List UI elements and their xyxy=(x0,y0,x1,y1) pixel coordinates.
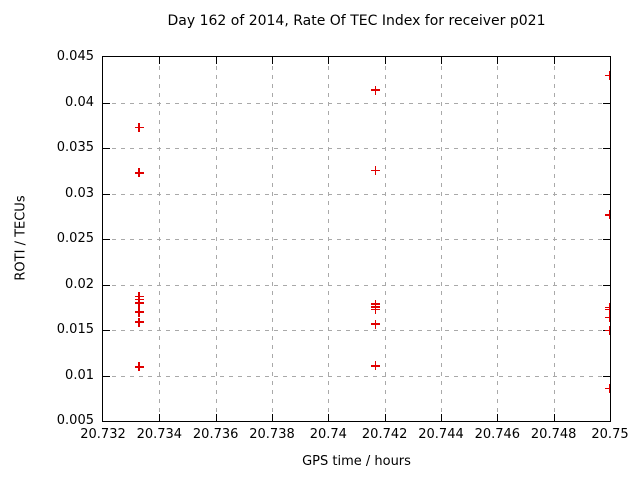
data-point-marker xyxy=(371,361,381,371)
y-tick-label: 0.03 xyxy=(65,185,94,201)
x-tick xyxy=(215,414,217,421)
chart-title: Day 162 of 2014, Rate Of TEC Index for r… xyxy=(167,13,546,29)
y-gridline xyxy=(103,193,610,195)
data-point-marker xyxy=(605,304,610,314)
x-tick xyxy=(272,414,273,421)
x-tick xyxy=(553,57,555,64)
x-tick-label: 20.748 xyxy=(530,427,577,442)
y-tick-label: 0.04 xyxy=(65,94,94,110)
x-gridline xyxy=(272,57,273,421)
x-gridline xyxy=(553,57,555,421)
x-tick xyxy=(441,414,442,421)
y-tick xyxy=(103,148,110,149)
y-tick xyxy=(103,239,110,240)
x-tick-label: 20.734 xyxy=(136,427,183,442)
y-tick xyxy=(603,148,610,149)
x-tick xyxy=(328,57,330,64)
x-gridline xyxy=(215,57,217,421)
y-gridline xyxy=(103,148,610,149)
data-point-marker xyxy=(134,298,144,308)
y-tick-label: 0.015 xyxy=(56,322,94,337)
x-tick-label: 20.75 xyxy=(591,427,629,442)
x-tick xyxy=(384,414,386,421)
data-point-marker xyxy=(605,71,610,81)
y-tick xyxy=(103,330,110,331)
data-point-marker xyxy=(605,384,610,394)
x-tick xyxy=(159,57,161,64)
y-tick-label: 0.035 xyxy=(56,140,94,155)
y-tick xyxy=(103,284,110,286)
x-gridline xyxy=(159,57,161,421)
y-tick-label: 0.01 xyxy=(65,367,94,383)
y-tick xyxy=(103,102,110,104)
y-tick-label: 0.045 xyxy=(56,49,94,64)
x-tick-label: 20.736 xyxy=(192,427,239,442)
x-gridline xyxy=(441,57,442,421)
data-point-marker xyxy=(134,362,144,372)
y-gridline xyxy=(103,239,610,240)
data-point-marker xyxy=(134,307,144,317)
x-tick xyxy=(272,57,273,64)
x-tick-label: 20.742 xyxy=(361,427,408,442)
y-gridline xyxy=(103,375,610,377)
y-tick xyxy=(603,284,610,286)
x-gridline xyxy=(384,57,386,421)
y-tick-label: 0.005 xyxy=(56,413,94,428)
y-tick-label: 0.02 xyxy=(65,276,94,292)
y-tick xyxy=(603,193,610,195)
y-tick xyxy=(103,193,110,195)
data-point-marker xyxy=(371,319,381,329)
x-tick-label: 20.738 xyxy=(249,427,295,442)
x-tick-label: 20.746 xyxy=(474,427,521,442)
data-point-marker xyxy=(371,165,381,175)
x-tick xyxy=(497,414,499,421)
x-tick xyxy=(328,414,330,421)
y-tick xyxy=(603,375,610,377)
x-tick xyxy=(215,57,217,64)
x-axis-label: GPS time / hours xyxy=(302,454,411,469)
x-tick xyxy=(441,57,442,64)
y-tick-label: 0.025 xyxy=(56,231,94,246)
x-tick-label: 20.744 xyxy=(418,427,464,442)
data-point-marker xyxy=(371,304,381,314)
y-gridline xyxy=(103,330,610,331)
x-tick xyxy=(159,414,161,421)
x-tick xyxy=(497,57,499,64)
data-point-marker xyxy=(605,210,610,220)
y-gridline xyxy=(103,284,610,286)
x-tick-label: 20.732 xyxy=(80,427,126,442)
x-gridline xyxy=(328,57,330,421)
y-gridline xyxy=(103,102,610,104)
y-tick xyxy=(103,375,110,377)
data-point-marker xyxy=(605,313,610,323)
data-point-marker xyxy=(371,85,381,95)
plot-area xyxy=(102,56,611,422)
data-point-marker xyxy=(134,317,144,327)
data-point-marker xyxy=(134,122,144,132)
x-tick xyxy=(553,414,555,421)
y-tick xyxy=(603,102,610,104)
data-point-marker xyxy=(134,168,144,178)
y-tick xyxy=(603,239,610,240)
data-point-marker xyxy=(605,325,610,335)
x-tick-label: 20.74 xyxy=(309,427,347,442)
x-tick xyxy=(384,57,386,64)
x-gridline xyxy=(497,57,499,421)
